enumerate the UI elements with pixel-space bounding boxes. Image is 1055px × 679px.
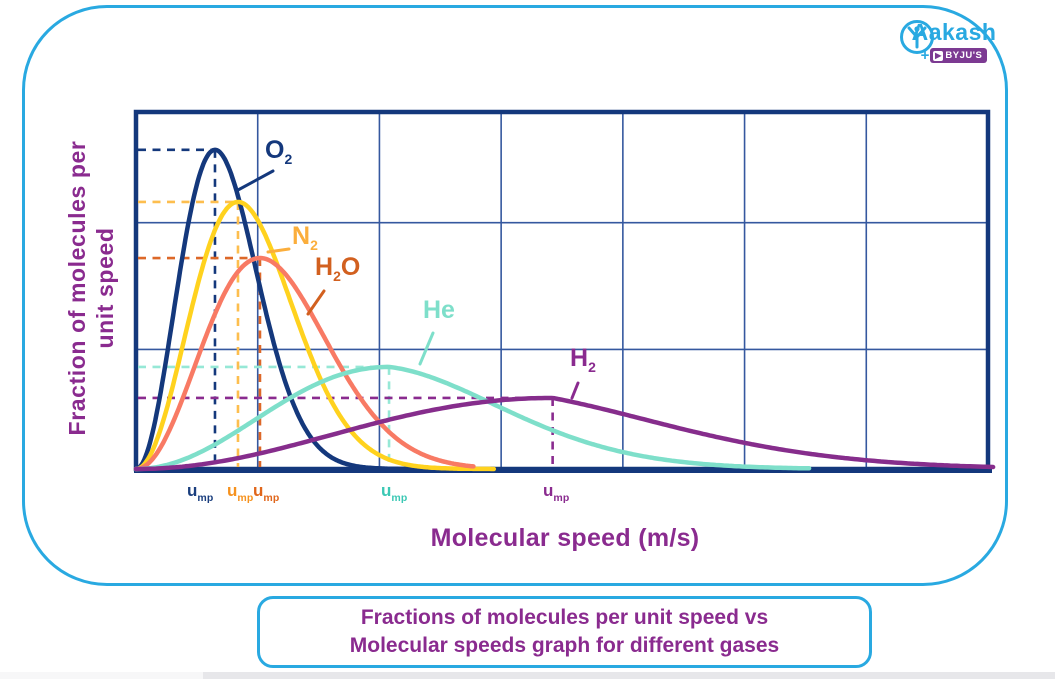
byjus-label: BYJU'S [945,50,983,61]
label-text: mp [263,492,280,504]
gas-label-H2O: H2O [315,253,361,284]
label-text: u [187,481,198,500]
ump-label-H2O: ump [253,482,280,504]
curve-N2 [133,199,497,472]
label-text: u [543,481,554,500]
x-axis-title: Molecular speed (m/s) [430,524,700,552]
label-leader-N2 [266,247,291,254]
aakash-byjus-logo: Aakash + ▶ BYJU'S [898,18,1010,64]
rounded-border-frame [22,5,1008,586]
caption-line1: Fractions of molecules per unit speed vs [360,606,769,629]
label-text: O [340,253,361,281]
label-text: 2 [333,268,341,284]
label-text: 2 [284,151,293,167]
label-text: H [570,344,589,372]
label-text: u [227,481,238,500]
ump-label-H2: ump [543,482,570,504]
label-text: u [253,481,264,500]
label-text: mp [237,492,254,504]
byjus-badge: + ▶ BYJU'S [898,47,1010,64]
byjus-play-icon: ▶ [933,50,944,61]
bottom-strip-right [203,672,1055,679]
plus-sign: + [920,47,930,64]
ump-label-O2: ump [187,482,214,504]
label-leader-H2 [570,381,580,400]
ump-label-N2: ump [227,482,254,504]
label-leader-H2O [306,289,326,316]
aakash-person-icon [900,20,934,54]
label-text: He [423,296,455,324]
label-text: u [381,481,392,500]
curve-H2O [133,255,476,472]
caption-line2: Molecular speeds graph for different gas… [349,634,780,657]
bottom-strip-left [0,672,203,679]
caption-box: Fractions of molecules per unit speed vs… [257,596,872,668]
curve-He [133,364,812,472]
curve-H2 [133,395,996,472]
label-text: 2 [310,237,318,253]
label-text: 2 [588,359,596,375]
label-text: O [265,136,285,164]
gas-label-N2: N2 [292,222,318,253]
label-text: mp [553,492,570,504]
label-leader-O2 [236,169,275,192]
gas-label-He: He [423,298,455,323]
label-text: mp [197,492,214,504]
label-text: mp [391,492,408,504]
label-leader-He [418,331,435,366]
gas-label-H2: H2 [570,344,596,375]
gas-label-O2: O2 [265,136,293,167]
label-text: H [315,253,334,281]
label-text: N [292,222,311,250]
ump-label-He: ump [381,482,408,504]
